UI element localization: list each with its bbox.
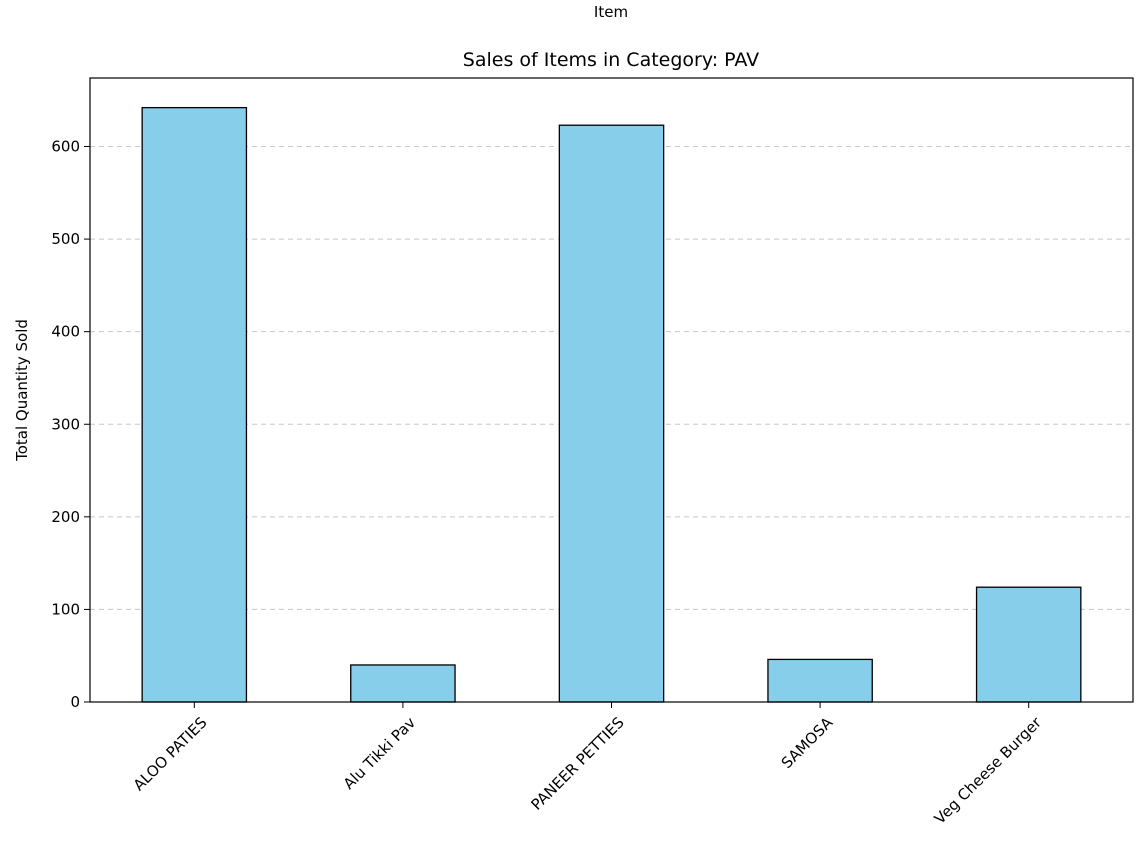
plot-frame [89, 77, 1134, 703]
y-tick-label: 600 [51, 138, 80, 156]
x-tick-label: Alu Tikki Pav [340, 713, 420, 793]
y-tick-label: 500 [51, 230, 80, 248]
chart-title: Sales of Items in Category: PAV [463, 49, 759, 71]
bars [141, 106, 1082, 703]
y-axis-ticks: 0 100 200 300 400 500 600 [51, 138, 90, 711]
x-tick-label: Veg Cheese Burger [931, 713, 1046, 828]
y-tick-label: 200 [51, 508, 80, 526]
y-tick-label: 300 [51, 415, 80, 433]
bar [975, 586, 1082, 703]
bar [350, 664, 456, 703]
x-axis-label: Item [594, 3, 628, 21]
x-tick-label: SAMOSA [778, 713, 837, 772]
x-axis-ticks: ALOO PATIES Alu Tikki Pav PANEER PETTIES SA… [130, 702, 1046, 828]
grid-lines [90, 146, 1133, 610]
y-tick-label: 0 [70, 693, 80, 711]
y-tick-label: 400 [51, 323, 80, 341]
x-tick-label: ALOO PATIES [130, 714, 211, 795]
x-tick-label: PANEER PETTIES [528, 714, 628, 814]
y-tick-label: 100 [51, 600, 80, 618]
bar [141, 106, 248, 703]
bar [558, 124, 665, 703]
bar [767, 658, 873, 703]
y-axis-label: Total Quantity Sold [13, 319, 31, 462]
